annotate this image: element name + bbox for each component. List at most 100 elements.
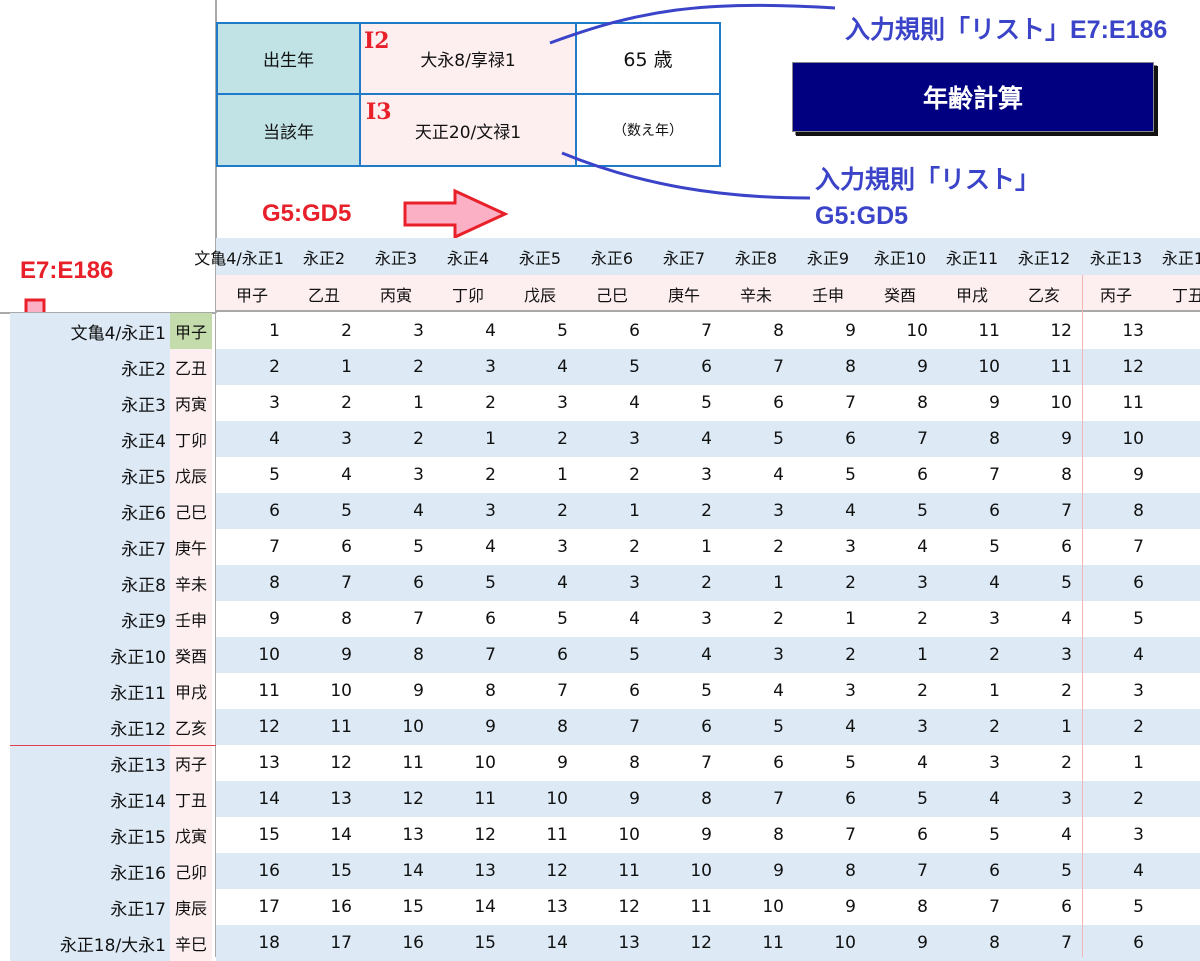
age-cell[interactable]: 9 (989, 393, 1000, 413)
age-cell[interactable]: 4 (773, 465, 784, 485)
age-cell[interactable]: 2 (917, 609, 928, 629)
age-cell[interactable]: 8 (917, 897, 928, 917)
age-cell[interactable]: 1 (413, 393, 424, 413)
age-cell[interactable]: 7 (845, 393, 856, 413)
row-era-label[interactable]: 永正14 (10, 781, 170, 817)
age-cell[interactable]: 8 (341, 609, 352, 629)
age-cell[interactable]: 10 (834, 933, 856, 953)
age-cell[interactable]: 6 (629, 321, 640, 341)
age-cell[interactable]: 4 (773, 681, 784, 701)
age-cell[interactable]: 2 (701, 573, 712, 593)
age-cell[interactable]: 3 (845, 537, 856, 557)
age-cell[interactable]: 6 (557, 645, 568, 665)
age-cell[interactable]: 10 (906, 321, 928, 341)
age-cell[interactable]: 3 (1061, 645, 1072, 665)
age-cell[interactable]: 7 (773, 357, 784, 377)
age-cell[interactable]: 8 (773, 321, 784, 341)
age-cell[interactable]: 10 (690, 861, 712, 881)
age-cell[interactable]: 1 (917, 645, 928, 665)
age-cell[interactable]: 4 (917, 753, 928, 773)
age-cell[interactable]: 2 (557, 429, 568, 449)
age-cell[interactable]: 9 (269, 609, 280, 629)
age-cell[interactable]: 12 (258, 717, 280, 737)
age-cell[interactable]: 2 (341, 393, 352, 413)
age-cell[interactable]: 7 (629, 717, 640, 737)
age-cell[interactable]: 2 (629, 465, 640, 485)
age-cell[interactable]: 7 (701, 321, 712, 341)
age-cell[interactable]: 6 (989, 861, 1000, 881)
age-cell[interactable]: 11 (402, 753, 424, 773)
age-cell[interactable]: 8 (1133, 501, 1144, 521)
age-cell[interactable]: 9 (413, 681, 424, 701)
age-cell[interactable]: 12 (474, 825, 496, 845)
age-cell[interactable]: 12 (330, 753, 352, 773)
age-cell[interactable]: 2 (341, 321, 352, 341)
age-cell[interactable]: 6 (773, 753, 784, 773)
row-era-label[interactable]: 永正10 (10, 637, 170, 673)
age-cell[interactable]: 7 (701, 753, 712, 773)
age-cell[interactable]: 4 (557, 573, 568, 593)
row-era-label[interactable]: 文亀4/永正1 (10, 313, 170, 349)
age-cell[interactable]: 5 (1133, 609, 1144, 629)
age-cell[interactable]: 14 (402, 861, 424, 881)
age-cell[interactable]: 8 (413, 645, 424, 665)
era-column-header[interactable]: 永正12 (1017, 248, 1071, 268)
age-cell[interactable]: 6 (917, 825, 928, 845)
age-cell[interactable]: 10 (546, 789, 568, 809)
age-cell[interactable]: 4 (485, 537, 496, 557)
age-cell[interactable]: 5 (701, 681, 712, 701)
age-cell[interactable]: 4 (557, 357, 568, 377)
age-cell[interactable]: 3 (1133, 825, 1144, 845)
age-cell[interactable]: 12 (1050, 321, 1072, 341)
age-cell[interactable]: 3 (917, 717, 928, 737)
era-column-header[interactable]: 永正3 (374, 248, 418, 268)
age-cell[interactable]: 16 (258, 861, 280, 881)
age-cell[interactable]: 6 (845, 789, 856, 809)
age-cell[interactable]: 6 (1133, 573, 1144, 593)
age-cell[interactable]: 6 (1061, 537, 1072, 557)
age-cell[interactable]: 12 (546, 861, 568, 881)
age-cell[interactable]: 5 (629, 645, 640, 665)
age-cell[interactable]: 10 (1050, 393, 1072, 413)
age-cell[interactable]: 2 (629, 537, 640, 557)
era-column-header[interactable]: 永正2 (302, 248, 346, 268)
age-cell[interactable]: 3 (773, 501, 784, 521)
age-cell[interactable]: 1 (269, 321, 280, 341)
age-cell[interactable]: 3 (629, 429, 640, 449)
age-cell[interactable]: 3 (701, 465, 712, 485)
age-cell[interactable]: 2 (989, 645, 1000, 665)
age-cell[interactable]: 5 (557, 321, 568, 341)
age-cell[interactable]: 9 (1061, 429, 1072, 449)
age-cell[interactable]: 3 (557, 537, 568, 557)
age-cell[interactable]: 14 (546, 933, 568, 953)
age-cell[interactable]: 9 (845, 897, 856, 917)
age-cell[interactable]: 8 (629, 753, 640, 773)
age-cell[interactable]: 2 (773, 609, 784, 629)
age-cell[interactable]: 9 (773, 861, 784, 881)
row-era-label[interactable]: 永正11 (10, 673, 170, 709)
age-cell[interactable]: 3 (1061, 789, 1072, 809)
age-cell[interactable]: 5 (989, 825, 1000, 845)
age-cell[interactable]: 8 (989, 429, 1000, 449)
age-cell[interactable]: 3 (341, 429, 352, 449)
age-cell[interactable]: 5 (917, 789, 928, 809)
age-cell[interactable]: 5 (701, 393, 712, 413)
age-cell[interactable]: 6 (1061, 897, 1072, 917)
age-cell[interactable]: 1 (629, 501, 640, 521)
age-cell[interactable]: 3 (269, 393, 280, 413)
age-cell[interactable]: 9 (485, 717, 496, 737)
row-era-label[interactable]: 永正6 (10, 493, 170, 529)
age-cell[interactable]: 15 (474, 933, 496, 953)
age-cell[interactable]: 4 (845, 501, 856, 521)
age-cell[interactable]: 8 (701, 789, 712, 809)
age-cell[interactable]: 11 (258, 681, 280, 701)
age-cell[interactable]: 13 (546, 897, 568, 917)
age-cell[interactable]: 5 (557, 609, 568, 629)
age-cell[interactable]: 17 (258, 897, 280, 917)
row-era-label[interactable]: 永正12 (10, 709, 170, 745)
age-cell[interactable]: 7 (1133, 537, 1144, 557)
age-cell[interactable]: 11 (1122, 393, 1144, 413)
age-cell[interactable]: 2 (845, 573, 856, 593)
era-column-header[interactable]: 永正14 (1161, 248, 1200, 268)
age-cell[interactable]: 6 (845, 429, 856, 449)
